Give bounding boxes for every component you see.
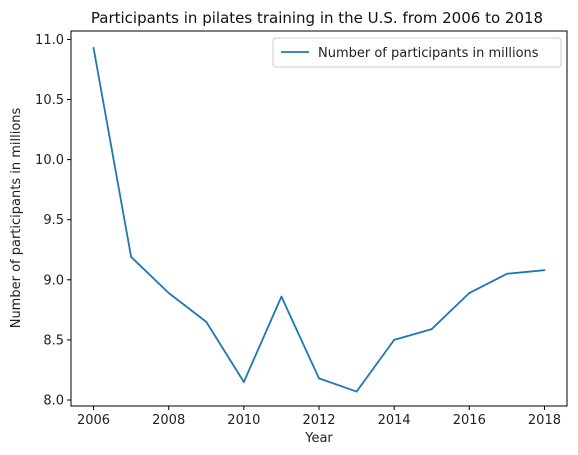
data-point [242,381,245,383]
data-point [393,338,396,341]
data-point [167,292,170,294]
y-tick-label: 11.0 [35,33,64,48]
data-point [130,256,133,258]
x-axis: 2006 2008 2010 2012 2014 2016 2018 [77,406,561,428]
legend: Number of participants in millions [272,37,562,68]
y-tick-label: 8.0 [43,393,64,408]
y-tick-label: 8.5 [43,333,64,348]
x-tick-label: 2008 [152,413,185,428]
x-axis-title: Year [304,431,333,446]
x-tick-label: 2018 [528,413,561,428]
plot-area [70,30,568,407]
data-point [430,328,433,330]
data-point [505,272,508,275]
x-tick-label: 2014 [378,413,411,428]
x-tick-label: 2016 [453,413,486,428]
y-axis: 8.0 8.5 9.0 9.5 10.0 10.5 11.0 [35,33,71,408]
legend-label: Number of participants in millions [318,46,539,61]
data-point [543,269,546,272]
y-tick-label: 9.5 [43,213,64,228]
x-tick-label: 2010 [227,413,260,428]
y-tick-label: 9.0 [43,273,64,288]
data-point [468,292,471,294]
data-point [280,295,283,298]
chart-title: Participants in pilates training in the … [91,9,543,27]
x-tick-label: 2006 [77,413,110,428]
data-point [92,46,95,49]
data-point [355,390,358,393]
x-tick-label: 2012 [302,413,335,428]
y-axis-title: Number of participants in millions [9,107,24,328]
data-point [205,320,208,323]
series-layer [92,46,546,393]
y-tick-label: 10.0 [35,153,64,168]
legend-box [272,37,562,68]
y-tick-label: 10.5 [35,93,64,108]
data-point [318,377,320,380]
